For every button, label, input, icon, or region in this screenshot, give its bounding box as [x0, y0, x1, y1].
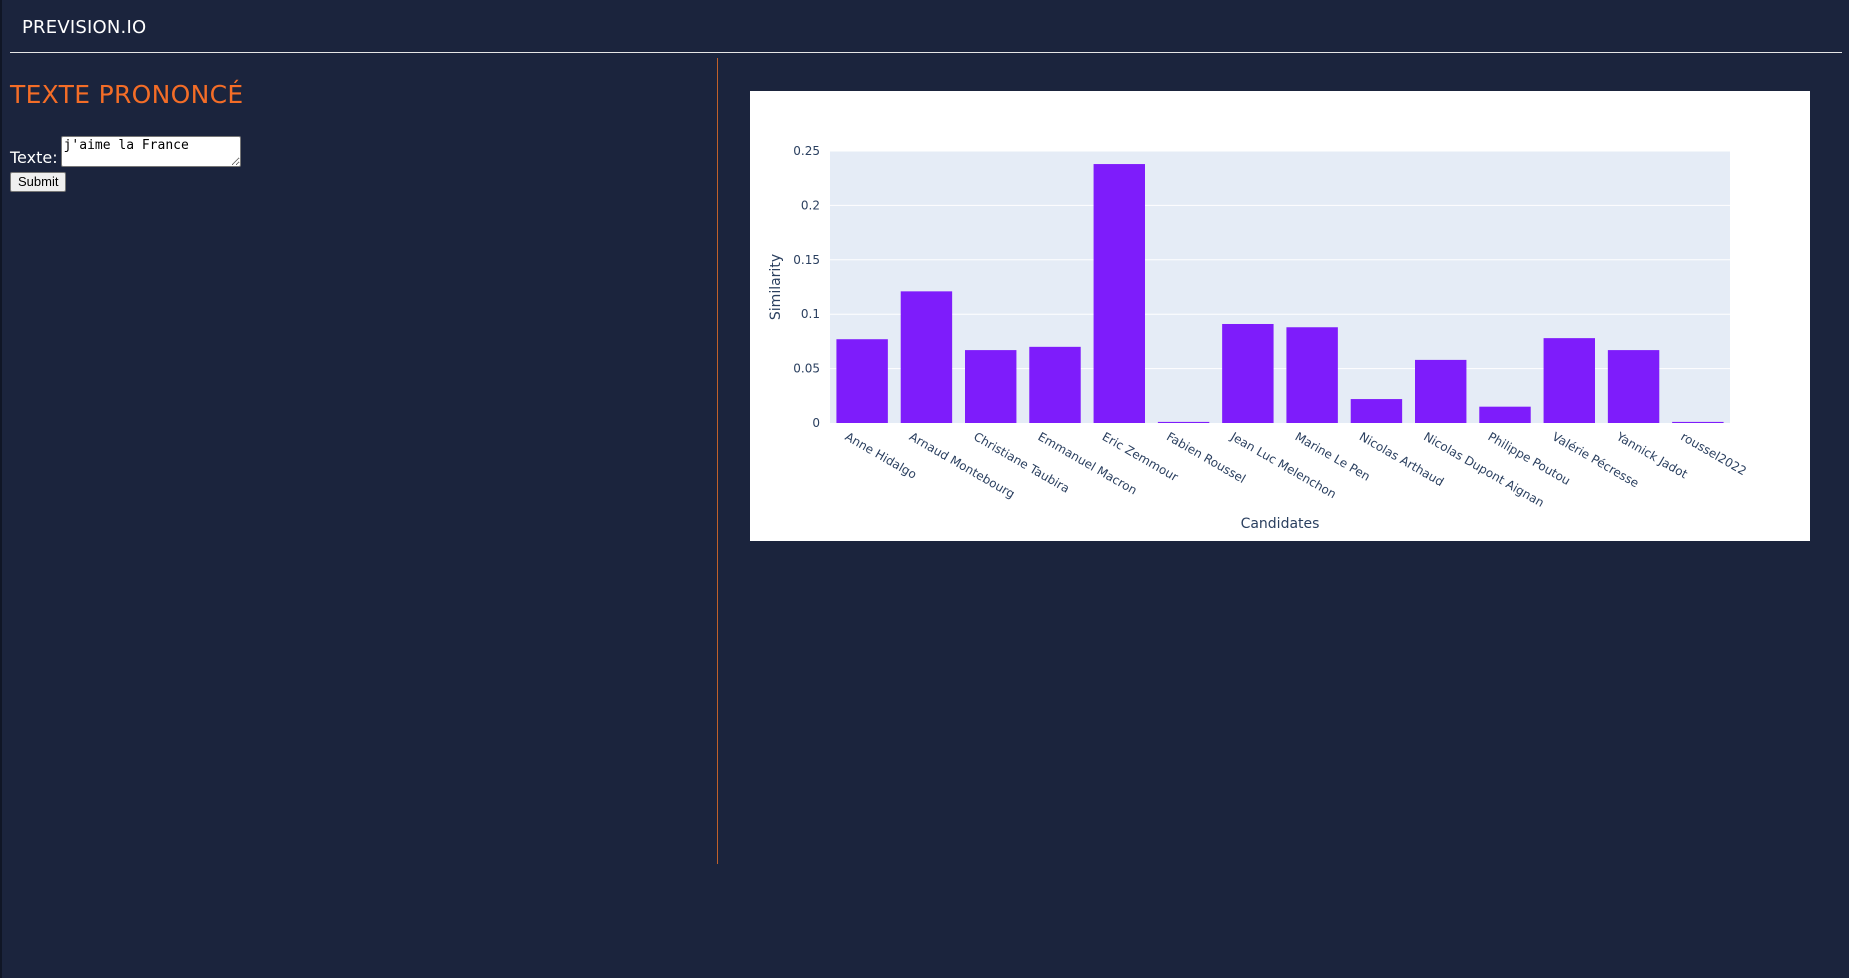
- bar[interactable]: [1415, 359, 1467, 423]
- bar[interactable]: [1157, 421, 1210, 423]
- bar[interactable]: [1479, 406, 1531, 423]
- window-left-edge: [0, 0, 2, 978]
- texte-input[interactable]: [60, 136, 241, 167]
- bar[interactable]: [1607, 350, 1660, 423]
- y-tick-label: 0.1: [801, 307, 820, 321]
- text-form: Texte: Submit: [10, 136, 241, 192]
- y-tick-label: 0.25: [793, 144, 820, 158]
- bars: [836, 164, 1724, 423]
- panel-divider: [717, 58, 718, 864]
- bar[interactable]: [965, 350, 1017, 423]
- bar[interactable]: [1350, 399, 1403, 423]
- y-tick-label: 0.05: [793, 362, 820, 376]
- bar[interactable]: [1543, 338, 1595, 423]
- bar[interactable]: [1286, 327, 1338, 423]
- similarity-chart: 0 0.05 0.1 0.15 0.2 0.25 Anne Hidalgo Arnaud M…: [750, 91, 1810, 541]
- x-tick-label: Jean Luc Melenchon: [1227, 429, 1338, 501]
- left-panel: TEXTE PRONONCÉ Texte: Submit: [10, 80, 700, 192]
- bar[interactable]: [836, 339, 888, 423]
- header-divider: [10, 52, 1842, 53]
- x-tick-label: Nicolas Dupont Aignan: [1421, 429, 1546, 509]
- bar[interactable]: [1672, 421, 1724, 423]
- y-axis-title: Similarity: [768, 254, 784, 320]
- x-tick-label: Arnaud Montebourg: [907, 429, 1017, 501]
- bar[interactable]: [1093, 164, 1145, 423]
- y-tick-label: 0.2: [801, 198, 820, 212]
- texte-field-row: Texte:: [10, 136, 241, 167]
- texte-label: Texte:: [10, 148, 58, 167]
- bar[interactable]: [1222, 323, 1274, 423]
- bar[interactable]: [1029, 346, 1081, 423]
- x-tick-label: roussel2022: [1678, 429, 1749, 478]
- x-axis-title: Candidates: [1241, 516, 1320, 532]
- y-tick-label: 0: [812, 416, 820, 430]
- y-tick-labels: 0 0.05 0.1 0.15 0.2 0.25: [793, 144, 820, 430]
- bar[interactable]: [900, 291, 953, 423]
- submit-button[interactable]: Submit: [10, 172, 67, 192]
- top-navbar: PREVISION.IO: [0, 0, 1849, 53]
- section-title: TEXTE PRONONCÉ: [10, 80, 244, 109]
- brand-logo-text[interactable]: PREVISION.IO: [22, 17, 147, 38]
- x-tick-label: Anne Hidalgo: [843, 429, 919, 481]
- y-tick-label: 0.15: [793, 253, 820, 267]
